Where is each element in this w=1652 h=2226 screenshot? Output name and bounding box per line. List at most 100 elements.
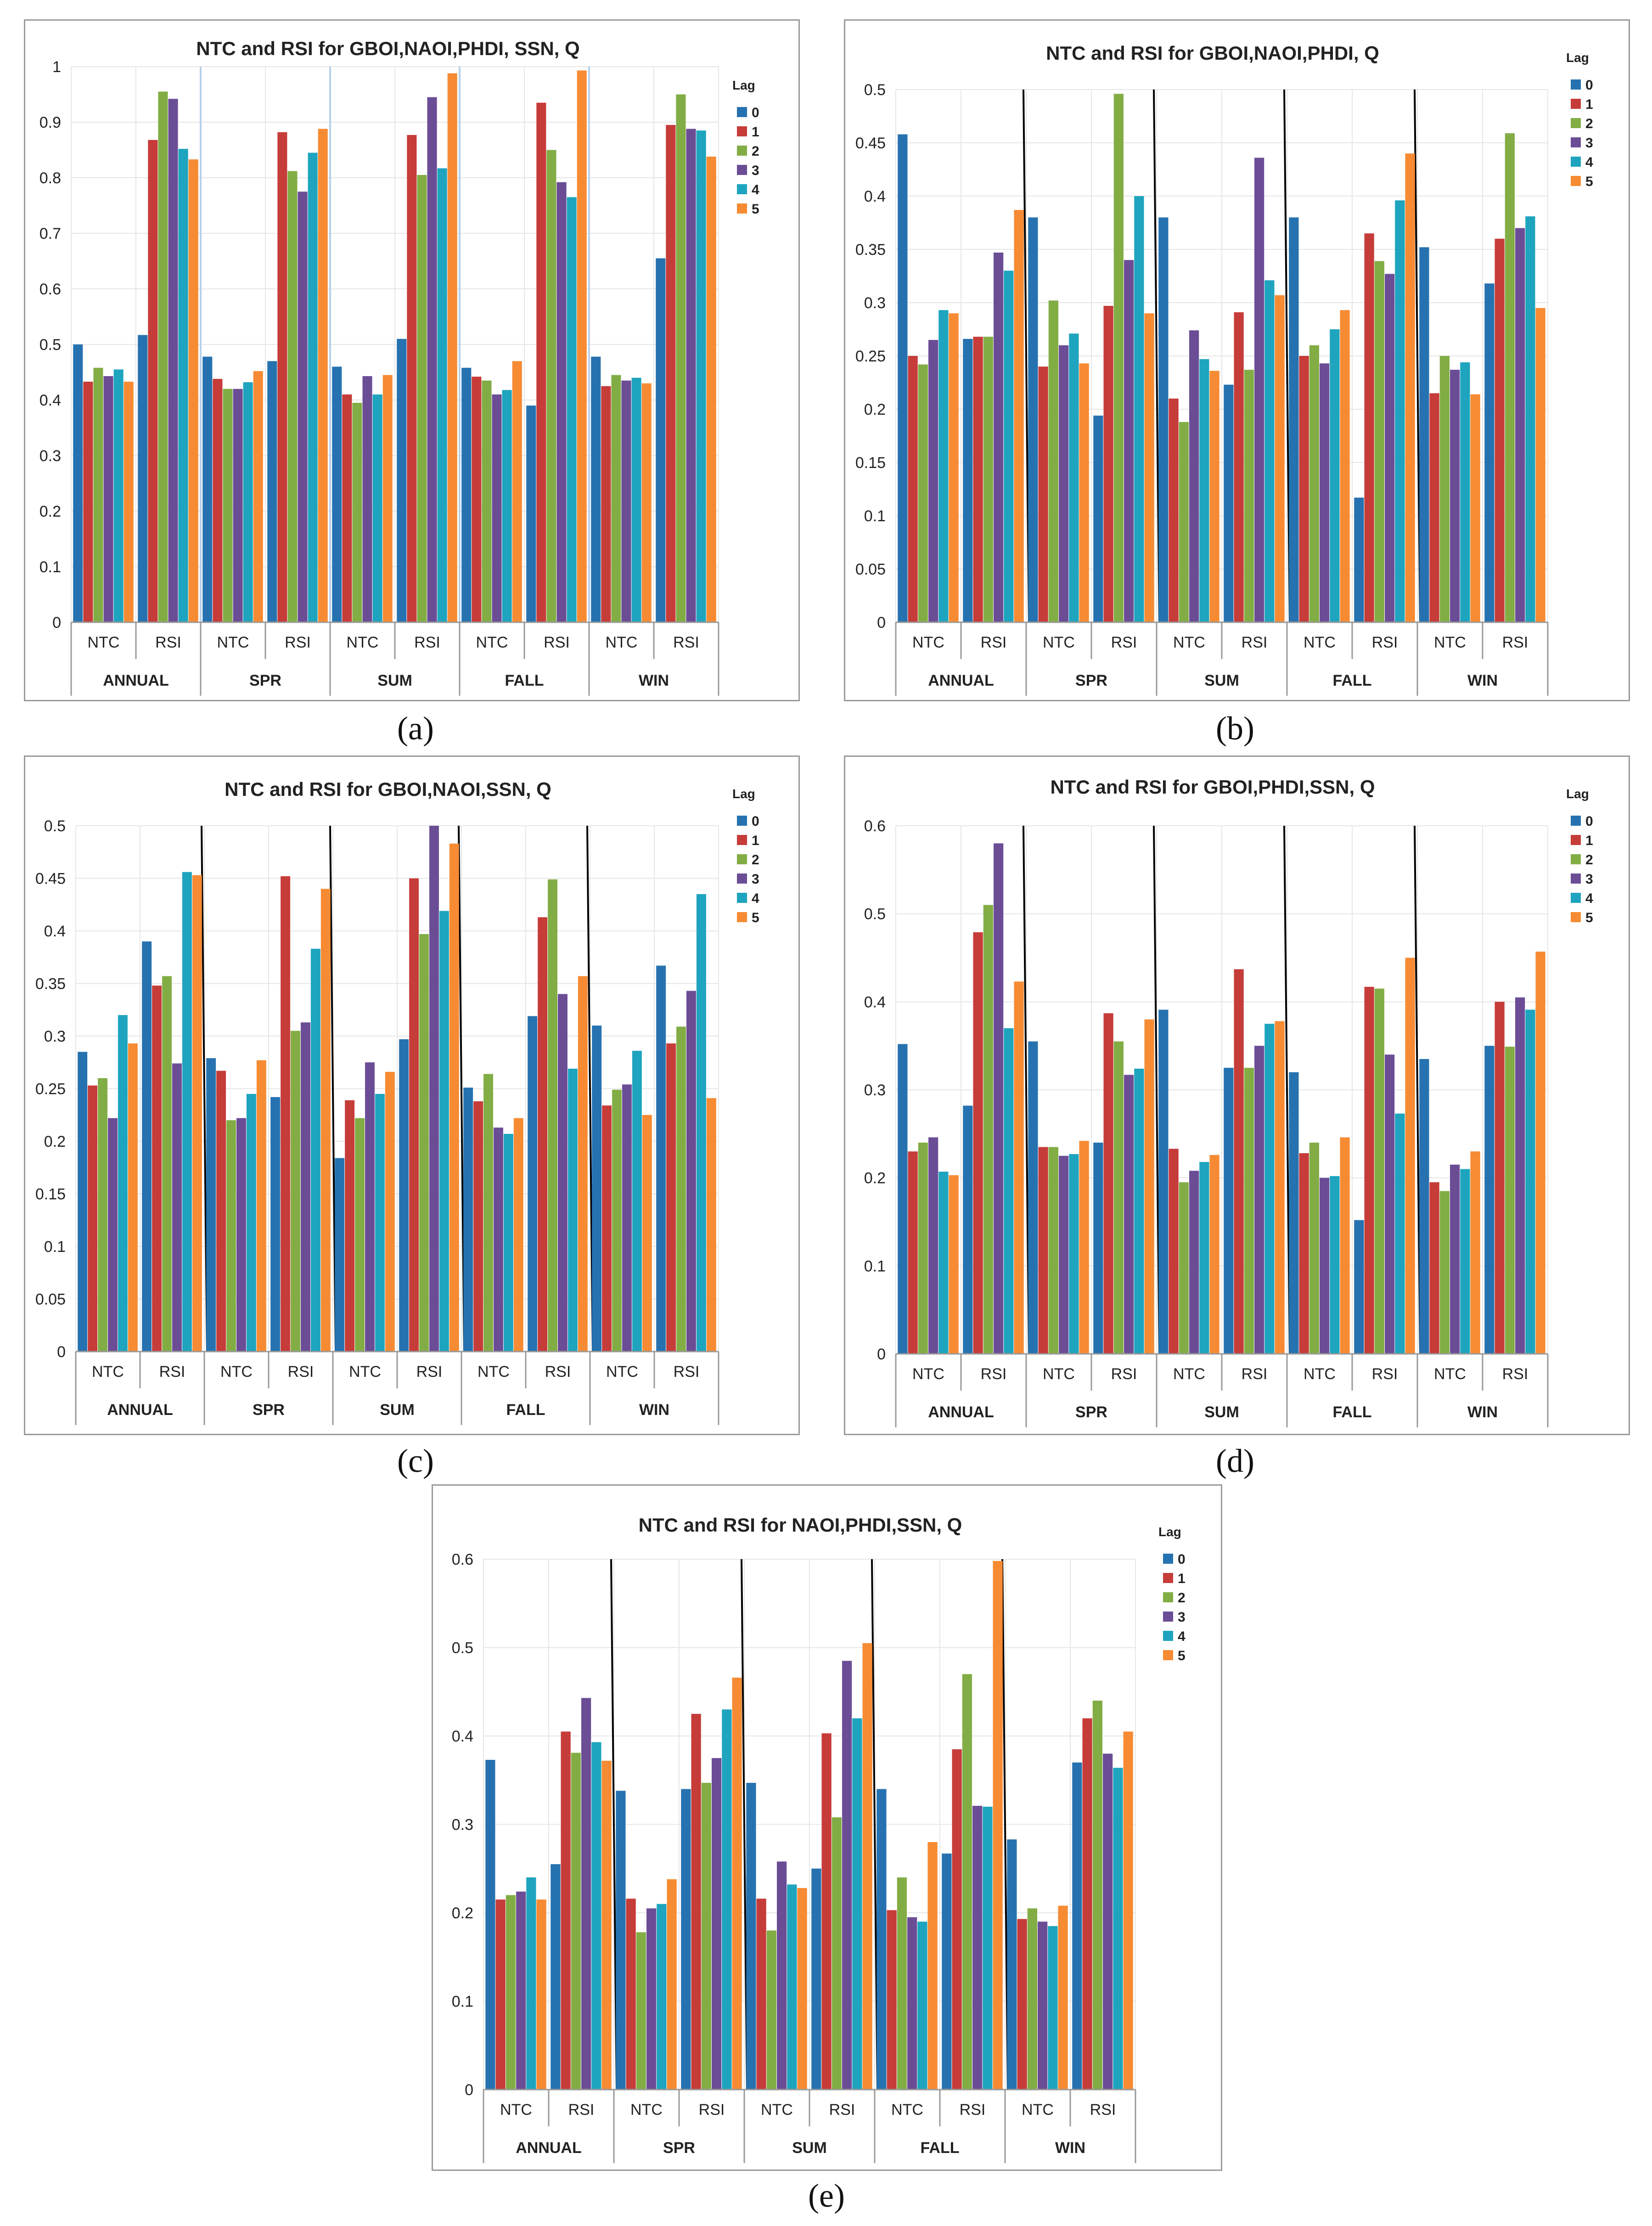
bar-rsi-fall-lag1 (1364, 986, 1374, 1354)
season-divider (741, 1559, 748, 2090)
legend-label: 3 (752, 163, 759, 178)
bar-rsi-annual-lag1 (561, 1731, 571, 2090)
bar-rsi-annual-lag4 (1004, 271, 1014, 622)
bar-rsi-sum-lag4 (852, 1718, 862, 2090)
bar-rsi-fall-lag1 (538, 917, 548, 1352)
y-tick-label: 0.2 (44, 1133, 66, 1150)
bar-ntc-annual-lag4 (113, 369, 124, 622)
bar-ntc-annual-lag2 (506, 1895, 516, 2090)
bar-ntc-fall-lag5 (927, 1842, 938, 2090)
bar-ntc-fall-lag0 (1289, 217, 1299, 622)
x-sublabel: NTC (1022, 2101, 1054, 2119)
bar-rsi-annual-lag1 (152, 986, 162, 1352)
caption-e: (e) (808, 2177, 845, 2214)
x-group-label: ANNUAL (103, 672, 169, 689)
bar-ntc-fall-lag2 (1309, 345, 1319, 622)
y-tick-label: 0.4 (39, 392, 61, 409)
bar-ntc-win-lag5 (1058, 1905, 1068, 2090)
x-sublabel: NTC (1173, 1365, 1205, 1383)
bar-rsi-win-lag4 (696, 130, 706, 622)
legend-label: 2 (1585, 116, 1593, 131)
season-divider (610, 1559, 618, 2090)
bar-rsi-win-lag0 (656, 258, 666, 622)
bar-rsi-sum-lag3 (429, 826, 439, 1352)
bar-ntc-sum-lag4 (787, 1884, 797, 2090)
bar-ntc-fall-lag1 (1299, 1153, 1309, 1354)
season-divider (1153, 825, 1160, 1354)
y-tick-label: 0.45 (35, 870, 66, 888)
season-divider (1283, 89, 1291, 623)
bar-ntc-fall-lag2 (1309, 1143, 1319, 1354)
x-sublabel: RSI (544, 634, 570, 651)
bar-rsi-fall-lag3 (972, 1806, 983, 2090)
bar-rsi-spr-lag3 (1124, 260, 1134, 622)
bar-rsi-annual-lag2 (983, 905, 993, 1354)
legend-swatch-lag1 (737, 835, 747, 845)
y-tick-label: 0.9 (39, 114, 61, 131)
chart-svg-d: NTC and RSI for GBOI,PHDI,SSN, Q 0 0.1 0.2 0… (864, 776, 1593, 1427)
y-tick-label: 0.4 (452, 1728, 473, 1745)
bar-rsi-sum-lag3 (427, 97, 437, 622)
bar-rsi-sum-lag1 (1234, 312, 1244, 622)
season-divider (329, 825, 337, 1352)
bar-rsi-spr-lag1 (281, 876, 291, 1352)
bar-ntc-annual-lag1 (908, 1151, 918, 1354)
caption-d: (d) (1216, 1443, 1254, 1479)
bar-ntc-sum-lag2 (1179, 1182, 1189, 1354)
y-tick-label: 0.35 (35, 975, 66, 993)
bar-ntc-sum-lag3 (365, 1062, 375, 1352)
bar-rsi-fall-lag3 (1385, 274, 1395, 622)
chart-svg-c: NTC and RSI for GBOI,NAOI,SSN, Q 0 0.05 0.1… (35, 778, 759, 1425)
bar-ntc-spr-lag3 (236, 1118, 246, 1352)
x-sublabel: RSI (1111, 634, 1137, 651)
bar-ntc-sum-lag0 (1158, 1009, 1169, 1354)
chart-panel-c: NTC and RSI for GBOI,NAOI,SSN, Q 0 0.05 0.1… (24, 755, 800, 1435)
bar-rsi-fall-lag0 (942, 1854, 952, 2090)
y-tick-label: 0.2 (864, 401, 886, 418)
legend-swatch-lag4 (1571, 893, 1581, 903)
x-group-label: WIN (1055, 2139, 1085, 2157)
x-sublabel: NTC (88, 634, 120, 651)
bar-rsi-sum-lag2 (1244, 370, 1254, 622)
x-sublabel: NTC (891, 2101, 923, 2119)
bar-rsi-spr-lag2 (291, 1031, 300, 1352)
legend-swatch-lag2 (1163, 1592, 1173, 1602)
y-tick-label: 0.1 (44, 1238, 66, 1256)
bar-ntc-sum-lag4 (1199, 359, 1209, 622)
bars (485, 1561, 1133, 2090)
bar-ntc-sum-lag3 (1189, 1171, 1199, 1354)
bar-rsi-win-lag0 (1072, 1762, 1082, 2090)
x-sublabel: NTC (1173, 634, 1205, 651)
bar-ntc-spr-lag1 (213, 379, 223, 622)
bar-ntc-sum-lag1 (345, 1100, 355, 1352)
y-tick-label: 0.05 (35, 1291, 66, 1308)
bar-rsi-fall-lag4 (1395, 1113, 1405, 1354)
bar-ntc-spr-lag5 (1079, 1141, 1089, 1354)
bar-ntc-annual-lag2 (98, 1078, 107, 1352)
bar-rsi-fall-lag0 (526, 406, 536, 622)
bar-rsi-annual-lag4 (591, 1742, 601, 2090)
bar-rsi-annual-lag5 (1014, 210, 1024, 622)
y-tick-label: 0.8 (39, 169, 61, 187)
bar-ntc-fall-lag4 (1330, 1176, 1340, 1354)
bar-rsi-win-lag1 (666, 125, 676, 622)
bar-ntc-annual-lag2 (93, 367, 103, 622)
bar-rsi-spr-lag2 (1113, 1041, 1124, 1354)
y-tick-label: 0 (57, 1343, 66, 1361)
bar-ntc-annual-lag1 (88, 1085, 98, 1352)
legend-title: Lag (1158, 1525, 1181, 1539)
bar-ntc-sum-lag3 (362, 376, 372, 622)
bar-rsi-annual-lag0 (551, 1864, 561, 2090)
bar-rsi-spr-lag2 (701, 1783, 711, 2090)
y-tick-label: 0.2 (452, 1905, 473, 1922)
x-group-label: SUM (1204, 1403, 1239, 1421)
bar-rsi-fall-lag5 (578, 976, 588, 1352)
bar-rsi-fall-lag0 (1354, 1220, 1364, 1354)
bar-rsi-annual-lag5 (1014, 981, 1024, 1354)
bar-rsi-sum-lag1 (821, 1733, 832, 2090)
bar-rsi-fall-lag2 (548, 879, 557, 1352)
bar-ntc-annual-lag0 (73, 344, 83, 622)
x-sublabel: RSI (1372, 634, 1398, 651)
bar-rsi-win-lag3 (1515, 228, 1525, 623)
y-tick-label: 0.05 (855, 561, 886, 578)
